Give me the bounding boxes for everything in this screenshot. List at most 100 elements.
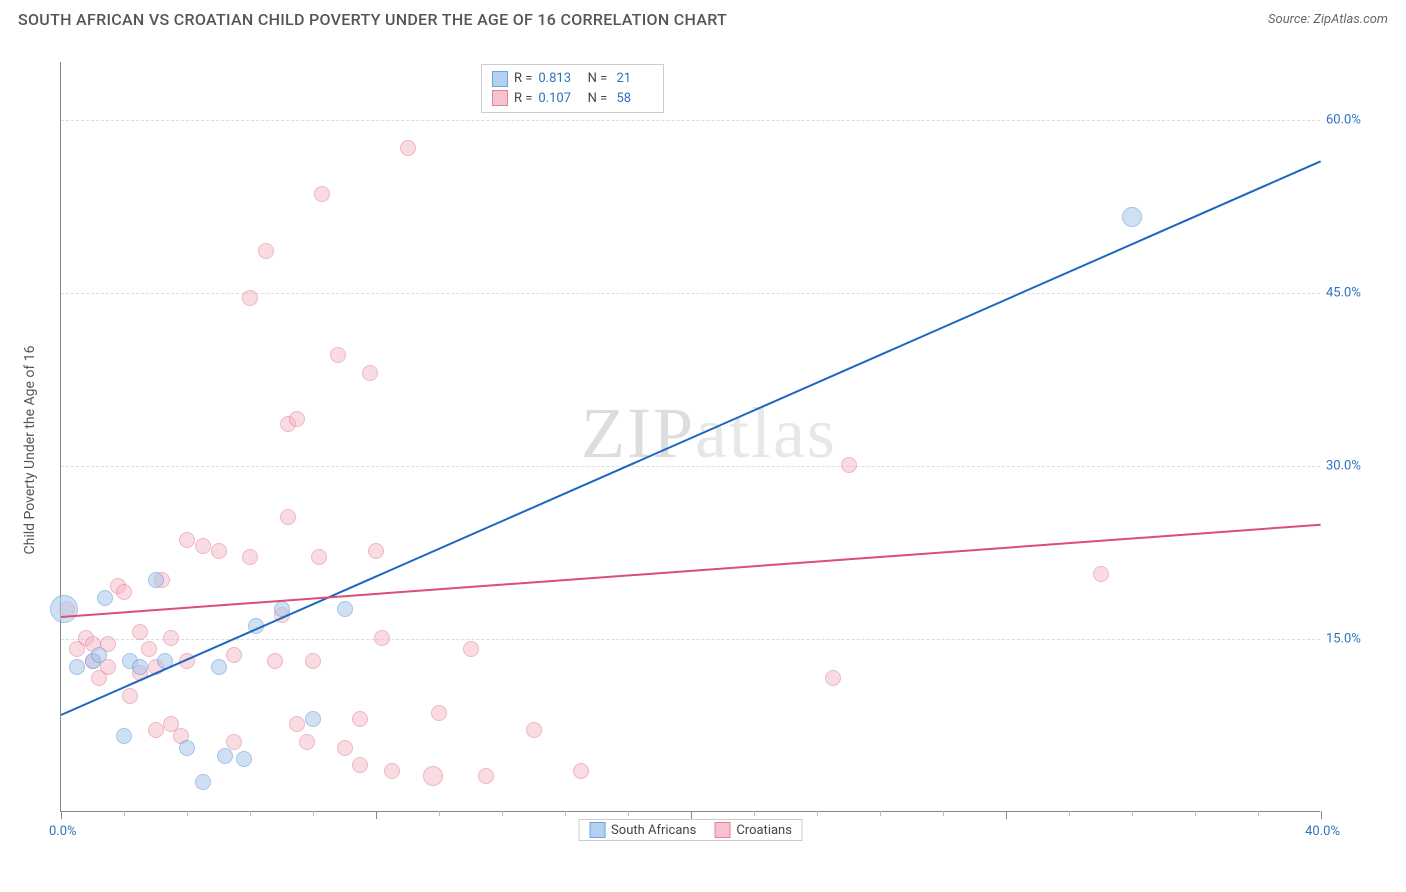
data-point	[337, 601, 353, 617]
x-tick-major	[61, 811, 62, 819]
gridline-h	[61, 120, 1320, 121]
x-tick-minor	[817, 811, 818, 816]
data-point	[463, 641, 479, 657]
stat-label-n: N =	[584, 89, 607, 109]
x-max-label: 40.0%	[1305, 824, 1340, 839]
x-tick-minor	[1258, 811, 1259, 816]
data-point	[242, 549, 258, 565]
y-tick-label: 45.0%	[1326, 285, 1382, 300]
legend-item: Croatians	[714, 822, 792, 838]
data-point	[423, 766, 443, 786]
data-point	[122, 688, 138, 704]
stat-label-r: R =	[514, 89, 532, 109]
data-point	[242, 290, 258, 306]
x-tick-minor	[250, 811, 251, 816]
y-tick-label: 15.0%	[1326, 631, 1382, 646]
legend-item: South Africans	[589, 822, 696, 838]
data-point	[362, 365, 378, 381]
source-attribution: Source: ZipAtlas.com	[1268, 12, 1388, 27]
data-point	[69, 659, 85, 675]
correlation-legend: R = 0.813 N = 21R = 0.107 N = 58	[481, 64, 664, 113]
data-point	[148, 722, 164, 738]
stat-value-n: 21	[613, 69, 653, 89]
data-point	[352, 711, 368, 727]
data-point	[91, 647, 107, 663]
x-tick-minor	[943, 811, 944, 816]
legend-swatch	[492, 90, 508, 106]
data-point	[305, 653, 321, 669]
data-point	[841, 457, 857, 473]
series-legend: South Africans Croatians	[578, 819, 803, 841]
data-point	[280, 509, 296, 525]
data-point	[352, 757, 368, 773]
stat-value-r: 0.107	[538, 89, 578, 109]
legend-label: Croatians	[736, 823, 792, 838]
data-point	[211, 659, 227, 675]
data-point	[1093, 566, 1109, 582]
x-tick-minor	[124, 811, 125, 816]
x-tick-minor	[502, 811, 503, 816]
x-tick-major	[1006, 811, 1007, 819]
correlation-row: R =0.813 N = 21	[492, 69, 653, 89]
data-point	[267, 653, 283, 669]
data-point	[1122, 207, 1142, 227]
data-point	[132, 659, 148, 675]
x-tick-major	[1321, 811, 1322, 819]
legend-label: South Africans	[611, 823, 696, 838]
stat-label-r: R =	[514, 69, 532, 89]
data-point	[50, 595, 78, 623]
watermark: ZIPatlas	[581, 392, 837, 475]
data-point	[163, 630, 179, 646]
y-tick-label: 60.0%	[1326, 112, 1382, 127]
x-tick-minor	[1069, 811, 1070, 816]
x-tick-minor	[754, 811, 755, 816]
correlation-row: R = 0.107 N = 58	[492, 89, 653, 109]
x-tick-minor	[1132, 811, 1133, 816]
stat-value-r: 0.813	[538, 69, 578, 89]
regression-line	[61, 524, 1321, 618]
data-point	[179, 532, 195, 548]
legend-swatch	[714, 822, 730, 838]
plot-area: ZIPatlas 15.0%30.0%45.0%60.0%0.0%40.0%R …	[60, 62, 1320, 812]
data-point	[431, 705, 447, 721]
data-point	[116, 728, 132, 744]
data-point	[305, 711, 321, 727]
data-point	[97, 590, 113, 606]
data-point	[314, 186, 330, 202]
x-tick-major	[691, 811, 692, 819]
stat-value-n: 58	[613, 89, 653, 109]
data-point	[478, 768, 494, 784]
chart-container: Child Poverty Under the Age of 16 ZIPatl…	[18, 42, 1388, 842]
x-tick-minor	[1195, 811, 1196, 816]
data-point	[289, 716, 305, 732]
data-point	[141, 641, 157, 657]
x-min-label: 0.0%	[49, 824, 77, 839]
data-point	[211, 543, 227, 559]
data-point	[368, 543, 384, 559]
legend-swatch	[589, 822, 605, 838]
gridline-h	[61, 639, 1320, 640]
x-tick-minor	[313, 811, 314, 816]
data-point	[132, 624, 148, 640]
data-point	[299, 734, 315, 750]
data-point	[195, 538, 211, 554]
x-tick-minor	[565, 811, 566, 816]
data-point	[236, 751, 252, 767]
chart-title: SOUTH AFRICAN VS CROATIAN CHILD POVERTY …	[18, 10, 727, 29]
x-tick-minor	[187, 811, 188, 816]
data-point	[311, 549, 327, 565]
data-point	[825, 670, 841, 686]
data-point	[258, 243, 274, 259]
x-tick-minor	[628, 811, 629, 816]
data-point	[400, 140, 416, 156]
data-point	[289, 411, 305, 427]
y-tick-label: 30.0%	[1326, 458, 1382, 473]
data-point	[217, 748, 233, 764]
data-point	[195, 774, 211, 790]
data-point	[148, 572, 164, 588]
data-point	[337, 740, 353, 756]
x-tick-minor	[880, 811, 881, 816]
data-point	[384, 763, 400, 779]
x-tick-minor	[439, 811, 440, 816]
regression-line	[61, 160, 1322, 716]
